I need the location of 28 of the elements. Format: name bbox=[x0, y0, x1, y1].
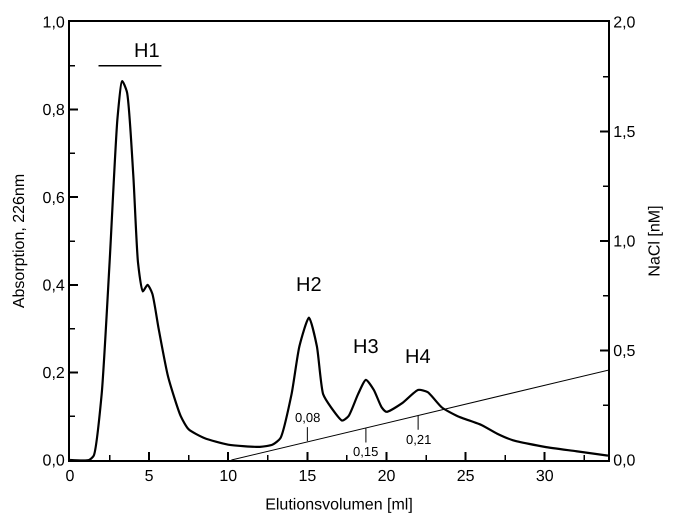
annotation: H1 bbox=[134, 40, 160, 62]
x-tick-label: 0 bbox=[66, 468, 75, 486]
y-tick-label: 0,2 bbox=[42, 365, 65, 382]
x-tick-label: 5 bbox=[144, 468, 154, 486]
y2-tick-label: 0,0 bbox=[613, 452, 636, 470]
annotation: 0,08 bbox=[295, 410, 320, 425]
y2-tick-label: 1,5 bbox=[613, 124, 636, 142]
annotation: H3 bbox=[353, 336, 379, 358]
annotation: H2 bbox=[296, 274, 322, 296]
y2-tick-label: 2,0 bbox=[613, 14, 636, 32]
y2-tick-label: 0,5 bbox=[613, 343, 636, 360]
y2-tick-label: 1,0 bbox=[613, 234, 636, 251]
annotation: H4 bbox=[405, 346, 431, 368]
y-tick-label: 0,6 bbox=[42, 190, 65, 207]
annotation: 0,15 bbox=[353, 444, 378, 459]
y-tick-label: 1,0 bbox=[42, 14, 65, 32]
x-tick-label: 30 bbox=[536, 468, 554, 486]
annotation: 0,21 bbox=[406, 432, 432, 447]
y-axis-title: Absorption, 226nm bbox=[10, 174, 28, 308]
x-tick-label: 25 bbox=[456, 468, 475, 486]
y2-axis-title: NaCl [nM] bbox=[646, 205, 664, 277]
x-tick-label: 15 bbox=[298, 468, 316, 486]
y-tick-label: 0,0 bbox=[42, 452, 65, 470]
x-tick-label: 10 bbox=[219, 468, 238, 486]
y-tick-label: 0,8 bbox=[42, 102, 65, 120]
y-tick-label: 0,4 bbox=[42, 277, 65, 294]
x-tick-label: 20 bbox=[378, 468, 396, 486]
x-axis-title: Elutionsvolumen [ml] bbox=[265, 496, 413, 514]
